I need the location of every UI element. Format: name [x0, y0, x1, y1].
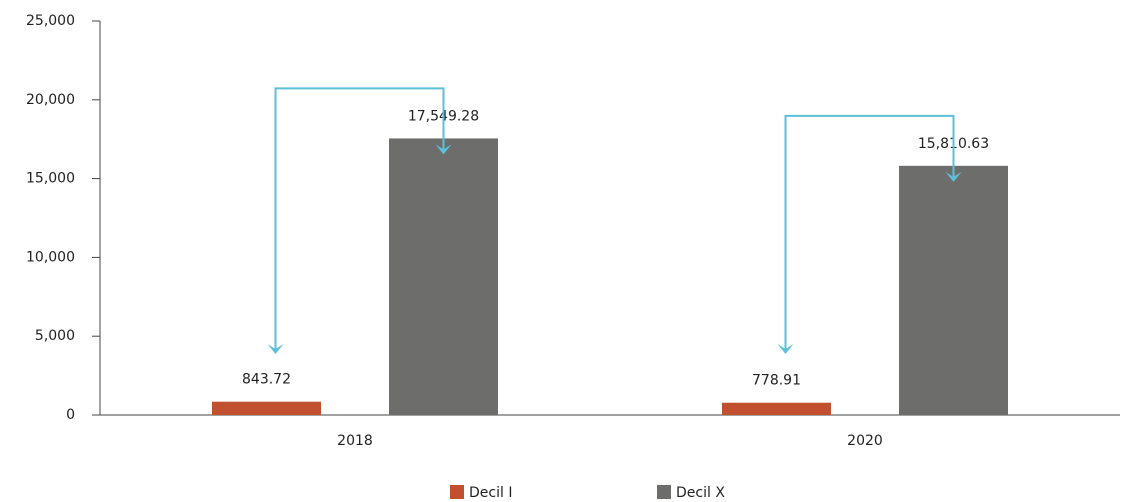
y-tick-label: 5,000 — [35, 328, 75, 344]
arrow-head — [267, 344, 284, 354]
arrow — [784, 114, 955, 352]
y-tick-label: 25,000 — [26, 13, 75, 29]
arrow-head — [435, 144, 452, 155]
bar — [722, 402, 831, 415]
arrow — [274, 87, 445, 352]
data-label: 778.91 — [752, 373, 801, 389]
y-tick-label: 20,000 — [26, 92, 75, 108]
legend-label: Decil X — [676, 485, 725, 501]
legend-label: Decil I — [469, 485, 512, 501]
y-tick-label: 10,000 — [26, 249, 75, 265]
data-label: 843.72 — [242, 372, 291, 388]
x-tick-label: 2018 — [337, 433, 373, 449]
legend-swatch — [657, 485, 671, 499]
arrow-head — [777, 344, 794, 354]
y-tick-label: 15,000 — [26, 171, 75, 187]
bar — [212, 401, 321, 415]
bar — [389, 138, 498, 415]
y-tick-label: 0 — [66, 407, 75, 423]
bar — [899, 165, 1008, 415]
x-tick-label: 2020 — [847, 433, 883, 449]
arrow-head — [945, 171, 962, 182]
legend-swatch — [450, 485, 464, 499]
